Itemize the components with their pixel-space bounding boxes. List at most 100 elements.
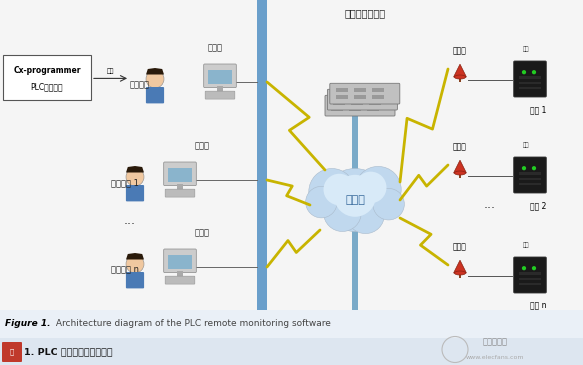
Circle shape [309, 169, 355, 215]
Circle shape [324, 194, 361, 231]
Bar [367, 100, 379, 104]
Polygon shape [146, 68, 164, 74]
Text: Figure 1.: Figure 1. [5, 319, 51, 328]
Bar [519, 81, 541, 84]
Polygon shape [454, 260, 466, 273]
Bar [331, 100, 343, 104]
FancyBboxPatch shape [514, 61, 546, 97]
Text: 串口: 串口 [523, 46, 529, 52]
Bar [519, 272, 541, 275]
FancyBboxPatch shape [164, 162, 196, 185]
Circle shape [126, 255, 144, 273]
Text: 发射器: 发射器 [453, 142, 467, 151]
Text: 设备 1: 设备 1 [530, 105, 546, 114]
Bar [336, 95, 348, 99]
Bar [519, 172, 541, 175]
Ellipse shape [454, 271, 466, 275]
Bar [519, 182, 541, 185]
Bar [352, 115, 358, 230]
Text: Cx-programmer: Cx-programmer [13, 66, 81, 75]
Text: 串口: 串口 [523, 242, 529, 248]
Text: 设备 n: 设备 n [530, 301, 546, 310]
Bar [372, 95, 384, 99]
Bar [370, 101, 381, 105]
FancyBboxPatch shape [514, 257, 546, 293]
Bar [459, 76, 461, 82]
FancyBboxPatch shape [203, 64, 236, 88]
Polygon shape [126, 166, 144, 173]
Bar [354, 88, 366, 92]
Circle shape [355, 166, 401, 212]
Text: 客户端: 客户端 [208, 43, 223, 52]
Text: 互联网: 互联网 [345, 195, 365, 205]
Bar [459, 172, 461, 178]
Circle shape [324, 169, 387, 231]
Bar [352, 101, 363, 105]
Circle shape [334, 175, 376, 217]
Bar [168, 255, 192, 269]
FancyBboxPatch shape [325, 95, 395, 116]
Circle shape [522, 70, 526, 74]
FancyBboxPatch shape [126, 185, 144, 201]
Text: 服务器与数据库: 服务器与数据库 [345, 8, 385, 18]
FancyBboxPatch shape [3, 55, 91, 100]
Bar [168, 168, 192, 182]
Circle shape [324, 174, 355, 205]
Bar [0, 338, 583, 365]
Circle shape [305, 187, 337, 218]
Text: PLC程序软件: PLC程序软件 [31, 82, 64, 91]
Text: ...: ... [484, 199, 496, 211]
Circle shape [347, 196, 384, 234]
Text: www.elecfans.com: www.elecfans.com [466, 355, 524, 360]
Text: 开发人员: 开发人员 [130, 80, 150, 89]
Text: 客户端: 客户端 [195, 141, 209, 150]
Bar [519, 76, 541, 79]
Polygon shape [454, 64, 466, 77]
Polygon shape [126, 253, 144, 260]
Text: 个人客村 1: 个人客村 1 [111, 178, 139, 187]
Bar [0, 310, 583, 338]
FancyBboxPatch shape [205, 91, 235, 99]
Bar [336, 88, 348, 92]
Polygon shape [454, 160, 466, 173]
Text: 串口: 串口 [106, 69, 114, 74]
Bar [208, 70, 232, 84]
Bar [217, 86, 223, 92]
Circle shape [355, 172, 387, 203]
Bar [349, 107, 361, 111]
Ellipse shape [454, 75, 466, 79]
FancyBboxPatch shape [330, 83, 400, 104]
FancyBboxPatch shape [328, 89, 398, 110]
Bar [370, 94, 381, 98]
Text: ...: ... [124, 214, 136, 227]
Circle shape [126, 168, 144, 186]
Circle shape [522, 166, 526, 170]
FancyBboxPatch shape [126, 272, 144, 288]
Text: 发射器: 发射器 [453, 46, 467, 55]
FancyBboxPatch shape [164, 249, 196, 273]
Text: Architecture diagram of the PLC remote monitoring software: Architecture diagram of the PLC remote m… [53, 319, 331, 328]
Circle shape [522, 266, 526, 270]
FancyBboxPatch shape [2, 342, 22, 362]
FancyBboxPatch shape [165, 276, 195, 284]
FancyBboxPatch shape [514, 157, 546, 193]
Bar [354, 95, 366, 99]
Bar [333, 94, 345, 98]
Text: 设备 2: 设备 2 [530, 201, 546, 210]
Bar [349, 100, 361, 104]
Text: 串口: 串口 [523, 142, 529, 148]
Bar [257, 0, 267, 310]
Circle shape [532, 166, 536, 170]
Circle shape [373, 188, 405, 220]
Bar [372, 88, 384, 92]
Bar [352, 230, 358, 310]
Bar [177, 270, 183, 277]
Bar [459, 272, 461, 278]
Text: 1. PLC 远程监控软件架构图: 1. PLC 远程监控软件架构图 [24, 347, 113, 356]
Circle shape [146, 70, 164, 88]
Bar [519, 283, 541, 285]
Bar [367, 107, 379, 111]
FancyBboxPatch shape [146, 87, 164, 103]
Text: 图: 图 [10, 349, 14, 355]
FancyBboxPatch shape [165, 189, 195, 197]
